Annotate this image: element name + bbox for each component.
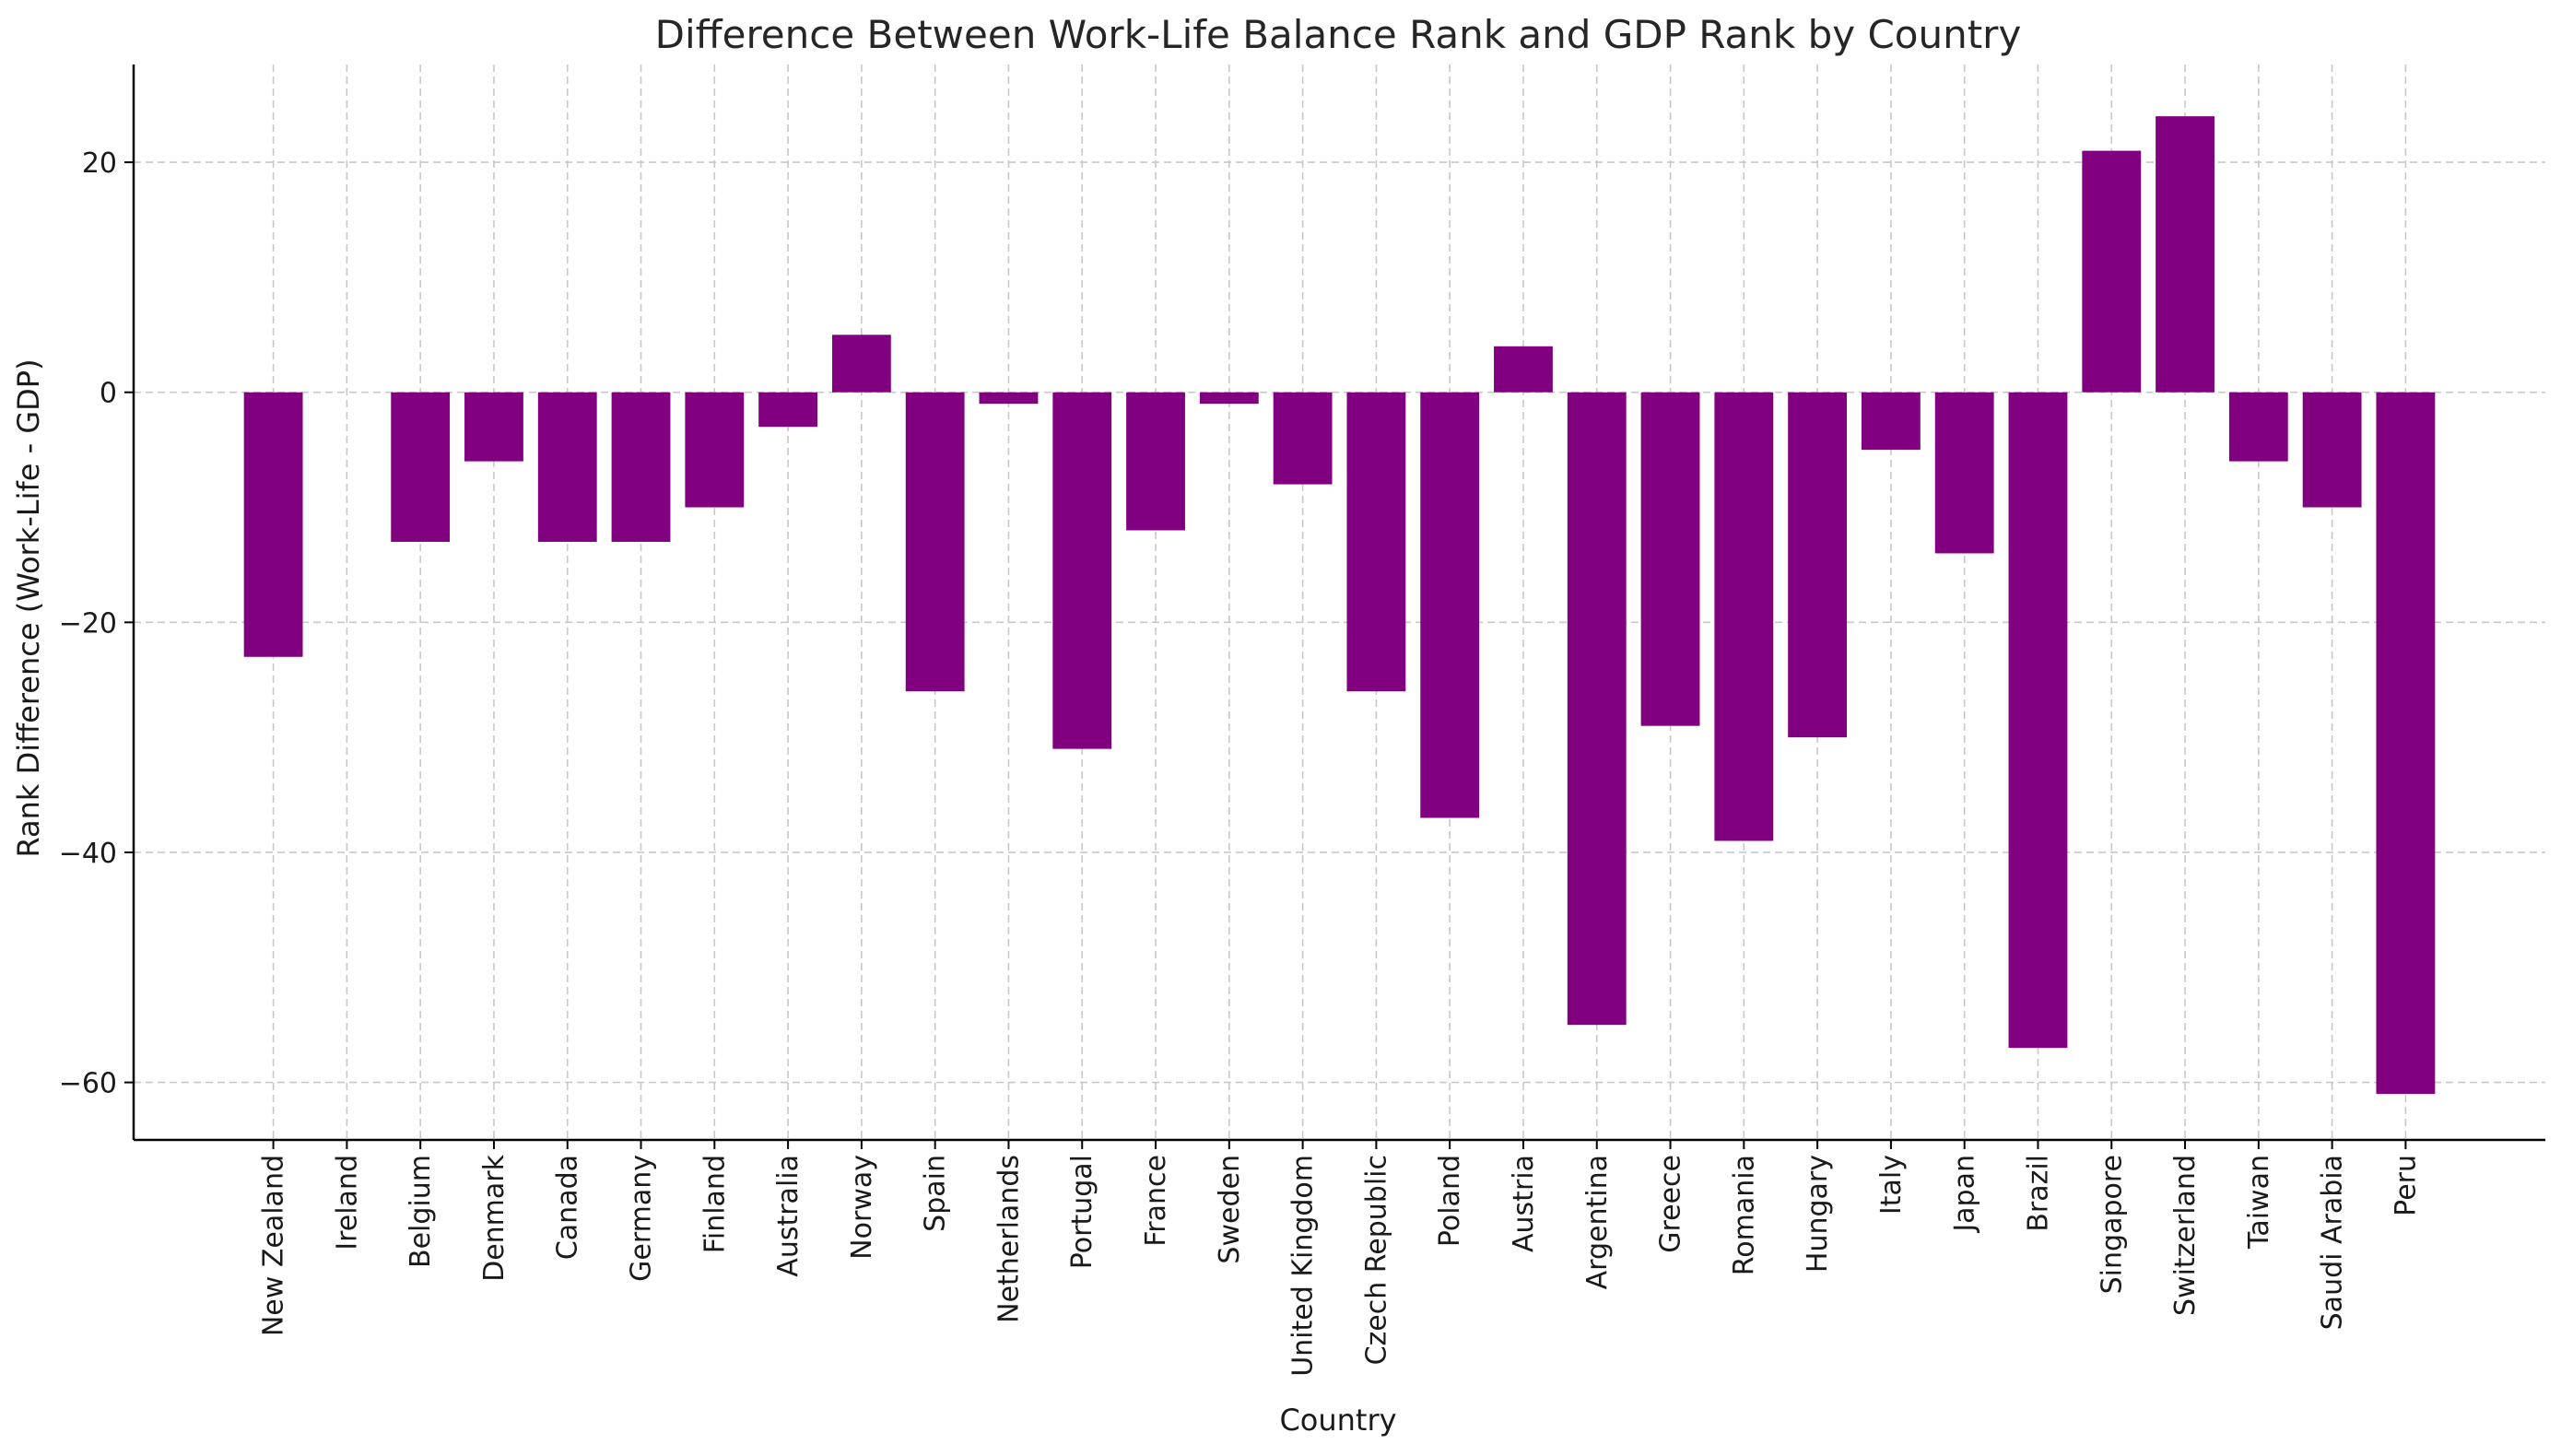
bar-germany (611, 392, 671, 542)
x-tick-label: Romania (1728, 1155, 1760, 1275)
x-tick-label: Poland (1434, 1155, 1466, 1247)
bar-hungary (1788, 392, 1848, 738)
x-tick-label: United Kingdom (1287, 1155, 1320, 1377)
bar-sweden (1199, 392, 1259, 405)
bar-romania (1714, 392, 1774, 841)
y-tick-label: −60 (59, 1068, 117, 1100)
x-tick-label: Ireland (331, 1155, 363, 1251)
x-tick-label: Czech Republic (1360, 1155, 1392, 1365)
bar-portugal (1052, 392, 1112, 749)
x-tick-label: Singapore (2096, 1155, 2128, 1294)
bar-japan (1934, 392, 1994, 554)
bar-belgium (391, 392, 451, 542)
x-tick-label: Spain (920, 1155, 952, 1232)
y-tick-label: 20 (82, 147, 117, 180)
bar-canada (537, 392, 597, 542)
x-tick-label: Canada (552, 1155, 584, 1260)
bar-finland (685, 392, 745, 508)
x-tick-label: Greece (1655, 1155, 1687, 1253)
bar-argentina (1567, 392, 1627, 1026)
x-tick-label: Hungary (1802, 1155, 1834, 1273)
bar-greece (1640, 392, 1700, 726)
bars-group (243, 116, 2436, 1095)
bar-poland (1420, 392, 1480, 818)
x-tick-label: Saudi Arabia (2317, 1155, 2349, 1330)
x-tick-label: Italy (1875, 1155, 1908, 1215)
y-axis-label: Rank Difference (Work-Life - GDP) (11, 358, 46, 857)
x-tick-label: France (1140, 1155, 1172, 1247)
x-tick-label: Argentina (1581, 1155, 1614, 1289)
x-tick-label: Sweden (1214, 1155, 1246, 1264)
x-tick-label: Austria (1508, 1155, 1540, 1252)
x-tick-label: Taiwan (2243, 1155, 2275, 1250)
bar-brazil (2008, 392, 2068, 1049)
bar-switzerland (2156, 116, 2214, 393)
y-ticks: −60 −40 −20 0 20 (59, 147, 134, 1100)
bar-denmark (464, 392, 523, 462)
x-tick-label: Norway (846, 1155, 878, 1260)
x-ticks: New Zealand Ireland Belgium Denmark Canada Ge… (258, 1140, 2422, 1377)
bar-france (1126, 392, 1185, 531)
bar-singapore (2082, 150, 2142, 393)
x-tick-label: Brazil (2022, 1155, 2054, 1232)
x-tick-label: Japan (1949, 1155, 1981, 1234)
bar-austria (1494, 346, 1553, 393)
x-tick-label: Belgium (405, 1155, 437, 1268)
bar-australia (758, 392, 818, 428)
grid-lines (134, 65, 2545, 1140)
bar-peru (2376, 392, 2436, 1095)
x-tick-label: Finland (699, 1155, 731, 1253)
x-tick-label: Netherlands (993, 1155, 1025, 1323)
x-tick-label: Peru (2390, 1155, 2422, 1216)
bar-new-zealand (243, 392, 303, 657)
axes (132, 65, 2545, 1142)
x-axis-label: Country (1279, 1403, 1396, 1438)
y-tick-label: 0 (100, 378, 117, 410)
bar-united-kingdom (1273, 392, 1333, 485)
x-tick-label: Australia (772, 1155, 805, 1277)
bar-netherlands (979, 392, 1039, 405)
bar-czech-republic (1346, 392, 1406, 692)
bar-taiwan (2228, 392, 2288, 462)
x-tick-label: Denmark (478, 1154, 511, 1282)
bar-spain (905, 392, 965, 692)
y-tick-label: −40 (59, 838, 117, 870)
chart-title: Difference Between Work-Life Balance Ran… (655, 12, 2022, 57)
x-tick-label: Germany (626, 1155, 658, 1282)
bar-saudi-arabia (2302, 392, 2362, 508)
x-tick-label: Switzerland (2169, 1155, 2202, 1316)
x-tick-label: New Zealand (258, 1155, 290, 1336)
bar-italy (1861, 392, 1921, 451)
bar-norway (831, 335, 891, 393)
y-tick-label: −20 (59, 607, 117, 640)
x-tick-label: Portugal (1066, 1155, 1098, 1269)
